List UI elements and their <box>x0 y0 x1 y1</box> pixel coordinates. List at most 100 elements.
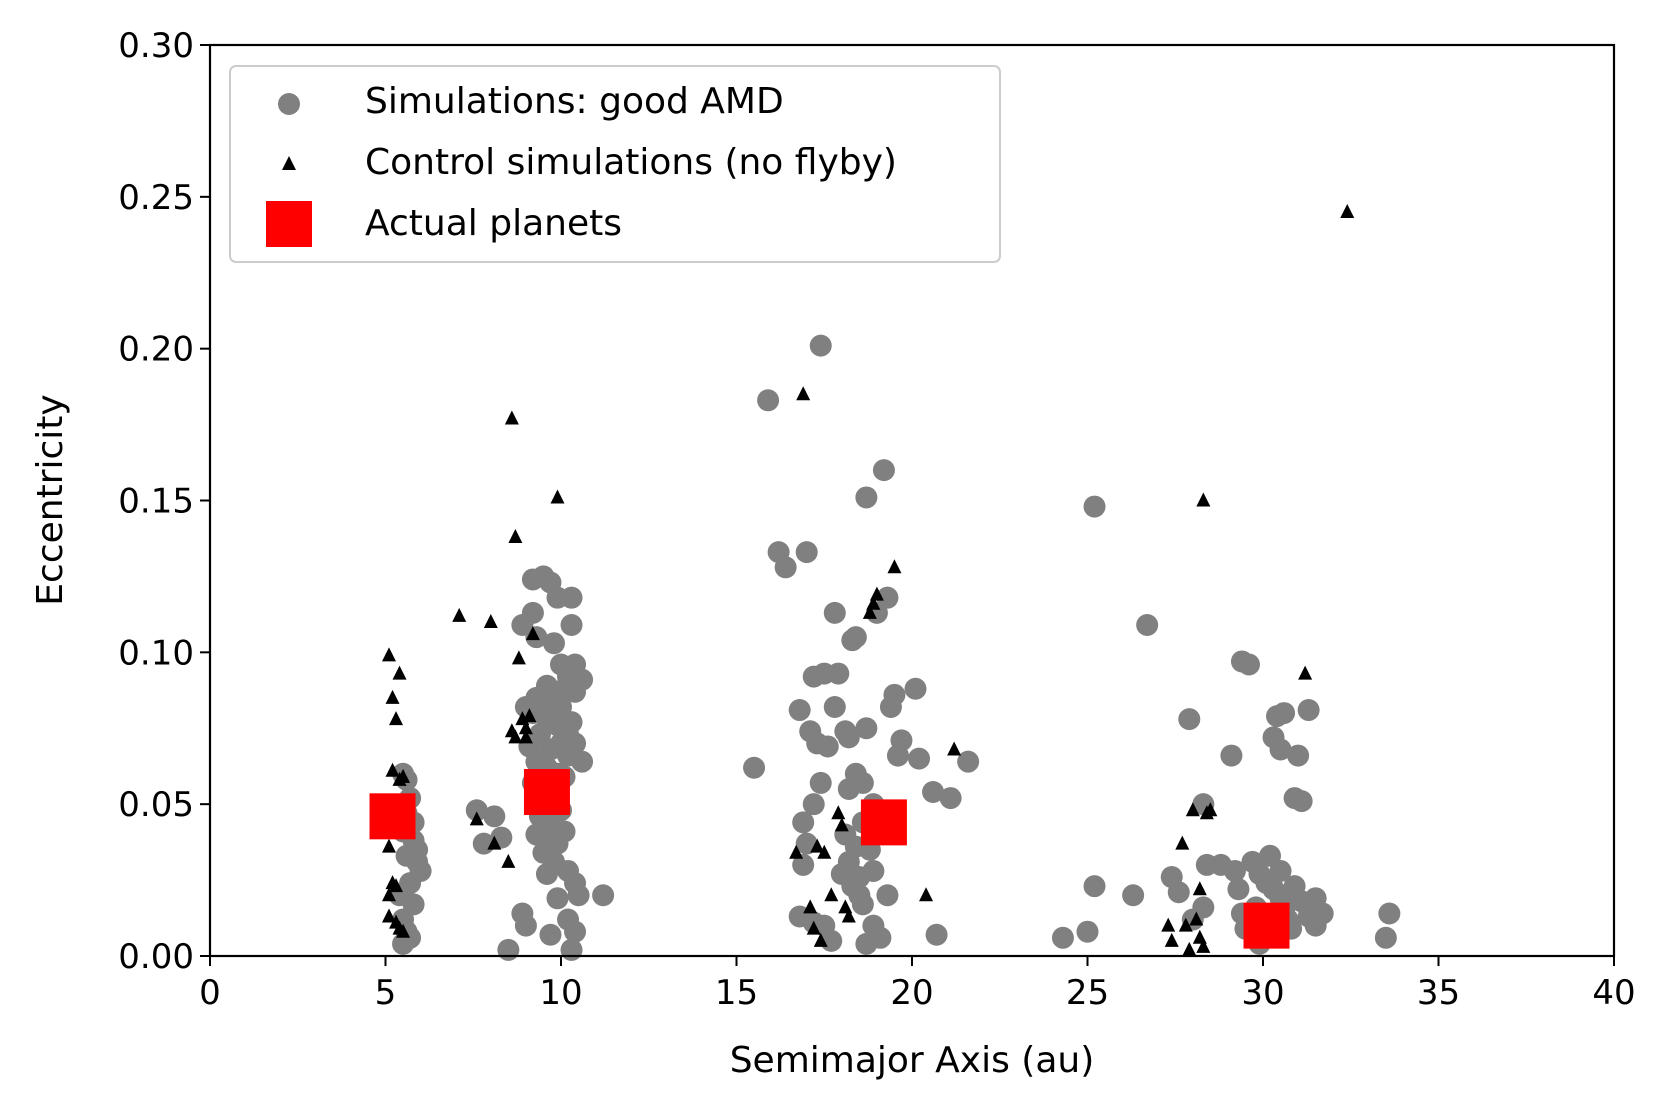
data-points-layer <box>369 204 1401 961</box>
simulation-point <box>564 680 587 703</box>
control-point <box>869 586 884 601</box>
simulation-point <box>743 756 766 779</box>
control-point <box>501 853 516 868</box>
simulation-point <box>564 920 587 943</box>
simulation-point <box>465 799 488 822</box>
x-axis-ticks: 0 5 10 15 20 25 30 35 40 <box>199 956 1636 1013</box>
x-tick-label: 5 <box>375 973 397 1013</box>
control-point <box>518 729 533 744</box>
actual-planet-point <box>860 799 907 846</box>
simulation-point <box>872 459 895 482</box>
simulation-point <box>883 683 906 706</box>
simulation-point <box>1178 708 1201 731</box>
simulation-point <box>876 586 899 609</box>
simulation-point <box>855 717 878 740</box>
simulation-point <box>802 793 825 816</box>
control-point <box>382 647 397 662</box>
simulation-point <box>1287 744 1310 767</box>
control-point <box>817 844 832 859</box>
control-point <box>813 932 828 947</box>
control-point <box>525 626 540 641</box>
control-point <box>522 708 537 723</box>
simulation-point <box>837 726 860 749</box>
y-axis-ticks: 0.00 0.05 0.10 0.15 0.20 0.25 0.30 <box>118 26 210 977</box>
simulation-point <box>560 586 583 609</box>
simulation-point <box>1083 495 1106 518</box>
control-point <box>1161 917 1176 932</box>
simulation-point <box>922 781 945 804</box>
actual-planet-point <box>1243 902 1290 949</box>
legend-label-simulations: Simulations: good AMD <box>365 81 784 122</box>
legend-marker-control <box>282 156 296 170</box>
simulation-point <box>792 811 815 834</box>
control-point <box>806 920 821 935</box>
simulation-point <box>1269 738 1292 761</box>
simulation-point <box>1051 926 1074 949</box>
control-point <box>1192 881 1207 896</box>
x-tick-label: 30 <box>1241 973 1284 1013</box>
simulation-point <box>792 853 815 876</box>
control-point <box>947 741 962 756</box>
legend: Simulations: good AMD Control simulation… <box>229 65 1001 263</box>
control-point <box>1182 941 1197 956</box>
simulation-point <box>848 866 871 889</box>
control-point <box>392 665 407 680</box>
simulation-point <box>851 893 874 916</box>
simulation-point <box>546 887 569 910</box>
simulation-point <box>844 626 867 649</box>
simulation-point <box>571 750 594 773</box>
control-point <box>803 899 818 914</box>
simulation-point <box>795 541 818 564</box>
x-tick-label: 40 <box>1592 973 1635 1013</box>
control-point <box>1340 204 1355 219</box>
control-point <box>396 923 411 938</box>
control-point <box>866 595 881 610</box>
control-point <box>789 844 804 859</box>
actual-planet-point <box>523 769 570 816</box>
simulation-point <box>1290 790 1313 813</box>
legend-label-actual: Actual planets <box>365 203 622 244</box>
simulation-point <box>1223 859 1246 882</box>
control-point <box>382 838 397 853</box>
x-tick-label: 0 <box>199 973 221 1013</box>
simulation-point <box>904 677 927 700</box>
x-tick-label: 10 <box>539 973 582 1013</box>
simulation-point <box>925 923 948 946</box>
y-axis-label: Eccentricity <box>30 394 71 605</box>
simulation-point <box>823 601 846 624</box>
control-point <box>550 489 565 504</box>
simulation-point <box>560 614 583 637</box>
simulation-point <box>1136 614 1159 637</box>
simulation-point <box>1076 920 1099 943</box>
actual-planet-point <box>369 793 416 840</box>
control-point <box>487 835 502 850</box>
x-tick-label: 15 <box>715 973 758 1013</box>
control-point <box>887 559 902 574</box>
y-tick-label: 0.25 <box>118 178 194 218</box>
control-point <box>1189 911 1204 926</box>
x-axis-label: Semimajor Axis (au) <box>730 1040 1095 1081</box>
control-point <box>1298 665 1313 680</box>
control-point <box>389 878 404 893</box>
control-point <box>1178 917 1193 932</box>
control-point <box>396 768 411 783</box>
simulation-point <box>1083 875 1106 898</box>
control-point <box>511 650 526 665</box>
simulation-point <box>827 662 850 685</box>
simulation-point <box>560 938 583 961</box>
simulation-point <box>757 389 780 412</box>
simulation-point <box>876 884 899 907</box>
legend-label-control: Control simulations (no flyby) <box>365 142 897 183</box>
control-point <box>385 762 400 777</box>
simulation-point <box>809 771 832 794</box>
control-point <box>1203 802 1218 817</box>
y-tick-label: 0.20 <box>118 330 194 370</box>
simulation-point <box>890 729 913 752</box>
simulation-point <box>567 884 590 907</box>
simulation-point <box>809 334 832 357</box>
control-point <box>385 689 400 704</box>
y-tick-label: 0.10 <box>118 633 194 673</box>
simulation-point <box>592 884 615 907</box>
